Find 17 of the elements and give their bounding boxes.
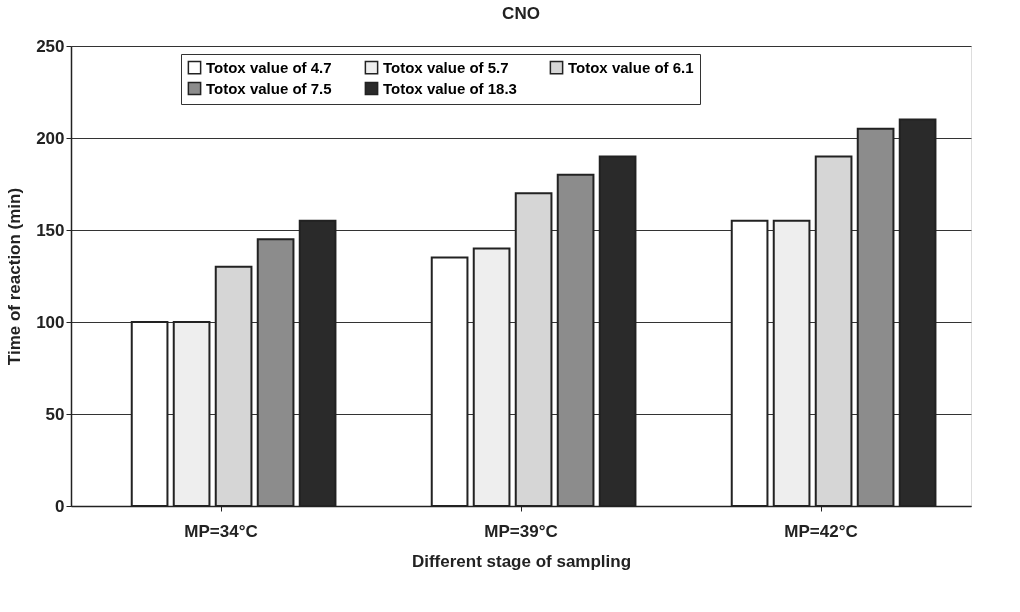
x-tick-label: MP=42°C <box>784 521 858 541</box>
y-tick-label: 100 <box>36 312 65 332</box>
legend-label: Totox value of 5.7 <box>383 58 509 76</box>
legend-label: Totox value of 4.7 <box>206 58 332 76</box>
y-tick-label: 150 <box>36 220 65 240</box>
legend-label: Totox value of 18.3 <box>383 79 517 97</box>
y-tick-label: 50 <box>45 404 65 424</box>
x-tick-label: MP=34°C <box>184 521 258 541</box>
x-axis-title: Different stage of sampling <box>411 551 632 571</box>
y-axis-title: Time of reaction (min) <box>5 187 25 366</box>
y-tick-label: 200 <box>36 128 65 148</box>
legend-label: Totox value of 7.5 <box>206 79 332 97</box>
legend-label: Totox value of 6.1 <box>568 58 694 76</box>
chart-title: CNO <box>502 4 540 23</box>
y-tick-label: 0 <box>55 496 65 516</box>
x-tick-label: MP=39°C <box>484 521 558 541</box>
y-tick-label: 250 <box>36 36 65 56</box>
